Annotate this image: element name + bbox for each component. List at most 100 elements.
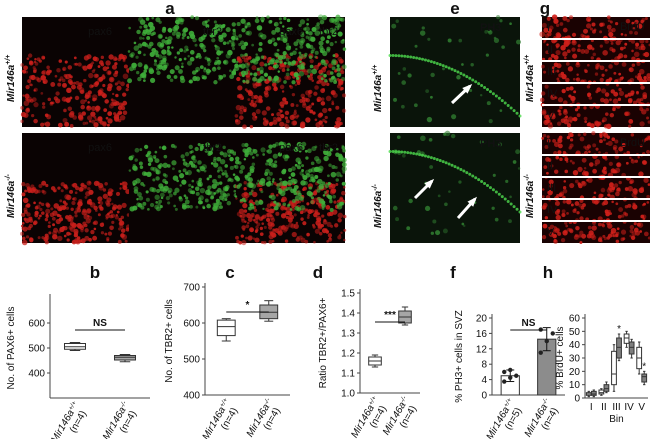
cell <box>328 107 332 112</box>
cell <box>154 204 160 210</box>
cell <box>621 76 624 80</box>
cell <box>66 87 72 94</box>
cell <box>224 198 228 201</box>
cell <box>603 236 608 241</box>
cell <box>341 64 347 70</box>
cell <box>266 203 272 209</box>
cell <box>252 201 256 205</box>
cell <box>286 45 292 51</box>
cell <box>342 148 346 153</box>
cell <box>625 111 631 117</box>
cell <box>620 214 625 218</box>
cell <box>217 24 223 30</box>
cell <box>551 66 556 70</box>
cell <box>317 14 324 20</box>
cell <box>56 213 60 217</box>
cell <box>318 112 323 116</box>
cell <box>616 162 622 168</box>
cell <box>113 72 118 78</box>
cell <box>61 78 66 83</box>
svz-cell <box>486 184 489 188</box>
cell <box>224 187 229 192</box>
cell <box>238 208 245 214</box>
cell <box>161 55 167 61</box>
cell <box>333 200 337 204</box>
svz-cell <box>438 63 442 67</box>
cell <box>563 100 568 105</box>
cell <box>321 207 325 210</box>
cell <box>550 114 556 120</box>
cell <box>268 208 274 214</box>
cell <box>560 237 566 243</box>
cell <box>560 45 566 51</box>
cell <box>556 121 562 126</box>
cell <box>33 220 38 225</box>
genotype-sup: -/- <box>399 394 409 404</box>
cell <box>74 210 78 215</box>
cell <box>485 53 489 57</box>
cell <box>266 149 269 153</box>
cell <box>295 104 299 107</box>
cell <box>318 183 324 190</box>
svz-cell <box>403 54 407 58</box>
cell <box>574 201 580 206</box>
cell <box>251 162 256 167</box>
cell <box>301 141 307 147</box>
cell <box>156 188 161 194</box>
cell <box>604 68 608 72</box>
cell <box>281 68 286 72</box>
cell <box>566 49 571 54</box>
cell <box>192 158 197 164</box>
cell <box>320 36 325 42</box>
cell <box>181 204 187 210</box>
cell <box>199 42 204 48</box>
cell <box>45 213 49 217</box>
cell <box>493 37 500 44</box>
cell <box>240 234 244 238</box>
cell <box>583 106 587 110</box>
x-tick-label: IV <box>624 402 634 413</box>
cell <box>555 43 560 48</box>
cell <box>316 96 322 102</box>
cell <box>275 202 279 206</box>
cell <box>195 66 201 72</box>
cell <box>291 166 296 171</box>
cell <box>246 147 252 153</box>
cell <box>132 163 136 168</box>
cell <box>65 97 71 103</box>
cell <box>302 101 307 106</box>
cell <box>280 206 285 211</box>
cell <box>299 196 304 201</box>
cell <box>625 161 629 165</box>
cell <box>430 231 435 235</box>
cell <box>599 139 603 144</box>
cell <box>618 90 625 96</box>
cell <box>562 15 568 21</box>
cell <box>40 122 45 127</box>
cell <box>72 197 75 201</box>
cell <box>634 31 639 36</box>
cell <box>196 168 200 172</box>
cell <box>267 221 273 227</box>
cell <box>280 104 285 109</box>
cell <box>284 116 288 120</box>
cell <box>603 170 607 175</box>
cell <box>188 79 193 84</box>
cell <box>458 180 462 184</box>
cell <box>241 97 244 100</box>
cell <box>298 149 302 153</box>
data-point <box>544 338 549 344</box>
cell <box>168 193 173 198</box>
cell <box>250 213 255 218</box>
cell <box>463 224 466 228</box>
cell <box>236 22 241 27</box>
cell <box>183 27 189 33</box>
cell <box>635 42 640 47</box>
cell <box>314 211 318 215</box>
cell <box>572 208 577 213</box>
svz-cell <box>421 153 424 157</box>
cell <box>334 223 339 228</box>
cell <box>204 198 209 203</box>
cell <box>52 223 56 227</box>
cell <box>552 226 558 231</box>
